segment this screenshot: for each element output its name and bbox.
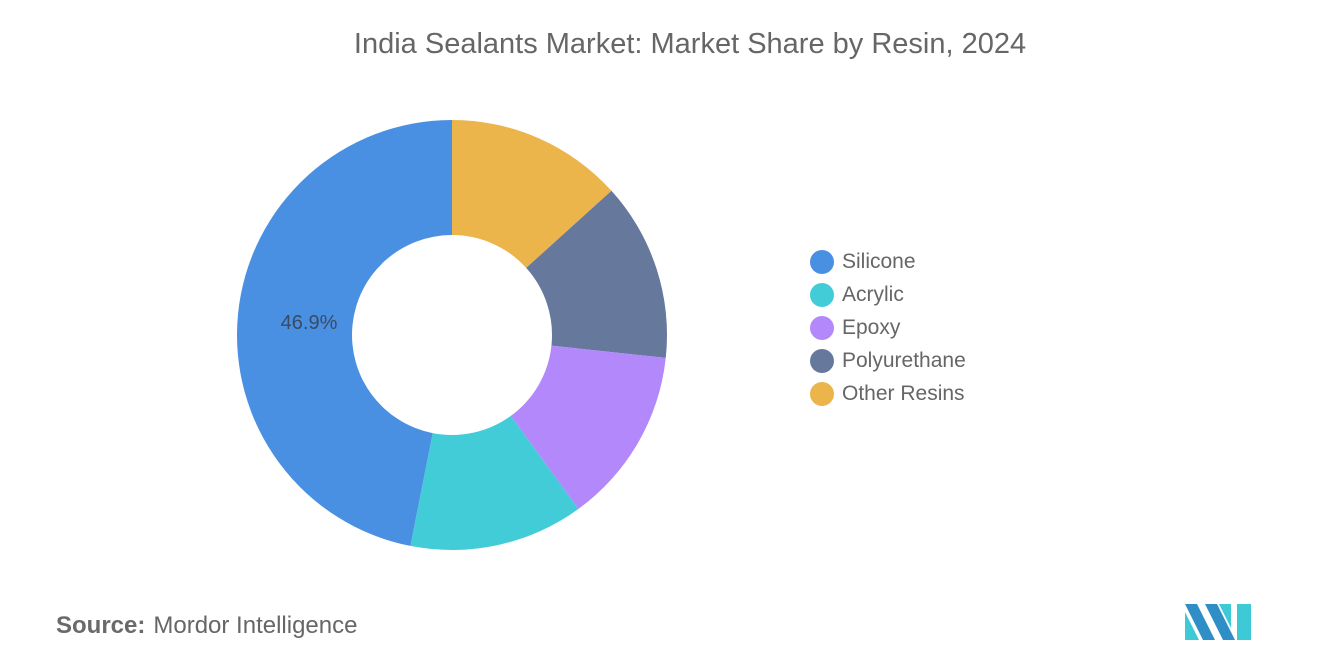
- source-note: Source: Mordor Intelligence: [56, 612, 357, 640]
- donut-slices: [237, 120, 667, 550]
- legend-label: Acrylic: [842, 282, 904, 306]
- slice-polyurethane[interactable]: [526, 190, 667, 358]
- legend-label: Epoxy: [842, 315, 901, 339]
- slice-acrylic[interactable]: [410, 415, 579, 550]
- slice-other-resins[interactable]: [452, 120, 612, 268]
- legend-item-silicone[interactable]: Silicone: [810, 245, 966, 278]
- legend-dot-icon: [810, 381, 834, 406]
- legend-dot-icon: [810, 282, 834, 307]
- legend-label: Other Resins: [842, 381, 965, 405]
- legend-dot-icon: [810, 249, 834, 274]
- silicone-percentage-label: 46.9%: [281, 312, 338, 334]
- legend-dot-icon: [810, 315, 834, 340]
- legend-label: Polyurethane: [842, 348, 966, 372]
- legend-item-polyurethane[interactable]: Polyurethane: [810, 344, 966, 377]
- mordor-intelligence-logo-icon: [1185, 604, 1251, 640]
- legend-item-other-resins[interactable]: Other Resins: [810, 377, 966, 410]
- chart-legend: Silicone Acrylic Epoxy Polyurethane Othe…: [810, 245, 966, 410]
- legend-item-acrylic[interactable]: Acrylic: [810, 278, 966, 311]
- source-value: Mordor Intelligence: [153, 612, 358, 639]
- slice-epoxy[interactable]: [510, 345, 666, 509]
- legend-label: Silicone: [842, 249, 916, 273]
- legend-item-epoxy[interactable]: Epoxy: [810, 311, 966, 344]
- chart-title: India Sealants Market: Market Share by R…: [353, 28, 1027, 60]
- source-key: Source:: [56, 612, 146, 639]
- slice-silicone[interactable]: [237, 120, 452, 546]
- legend-dot-icon: [810, 348, 834, 373]
